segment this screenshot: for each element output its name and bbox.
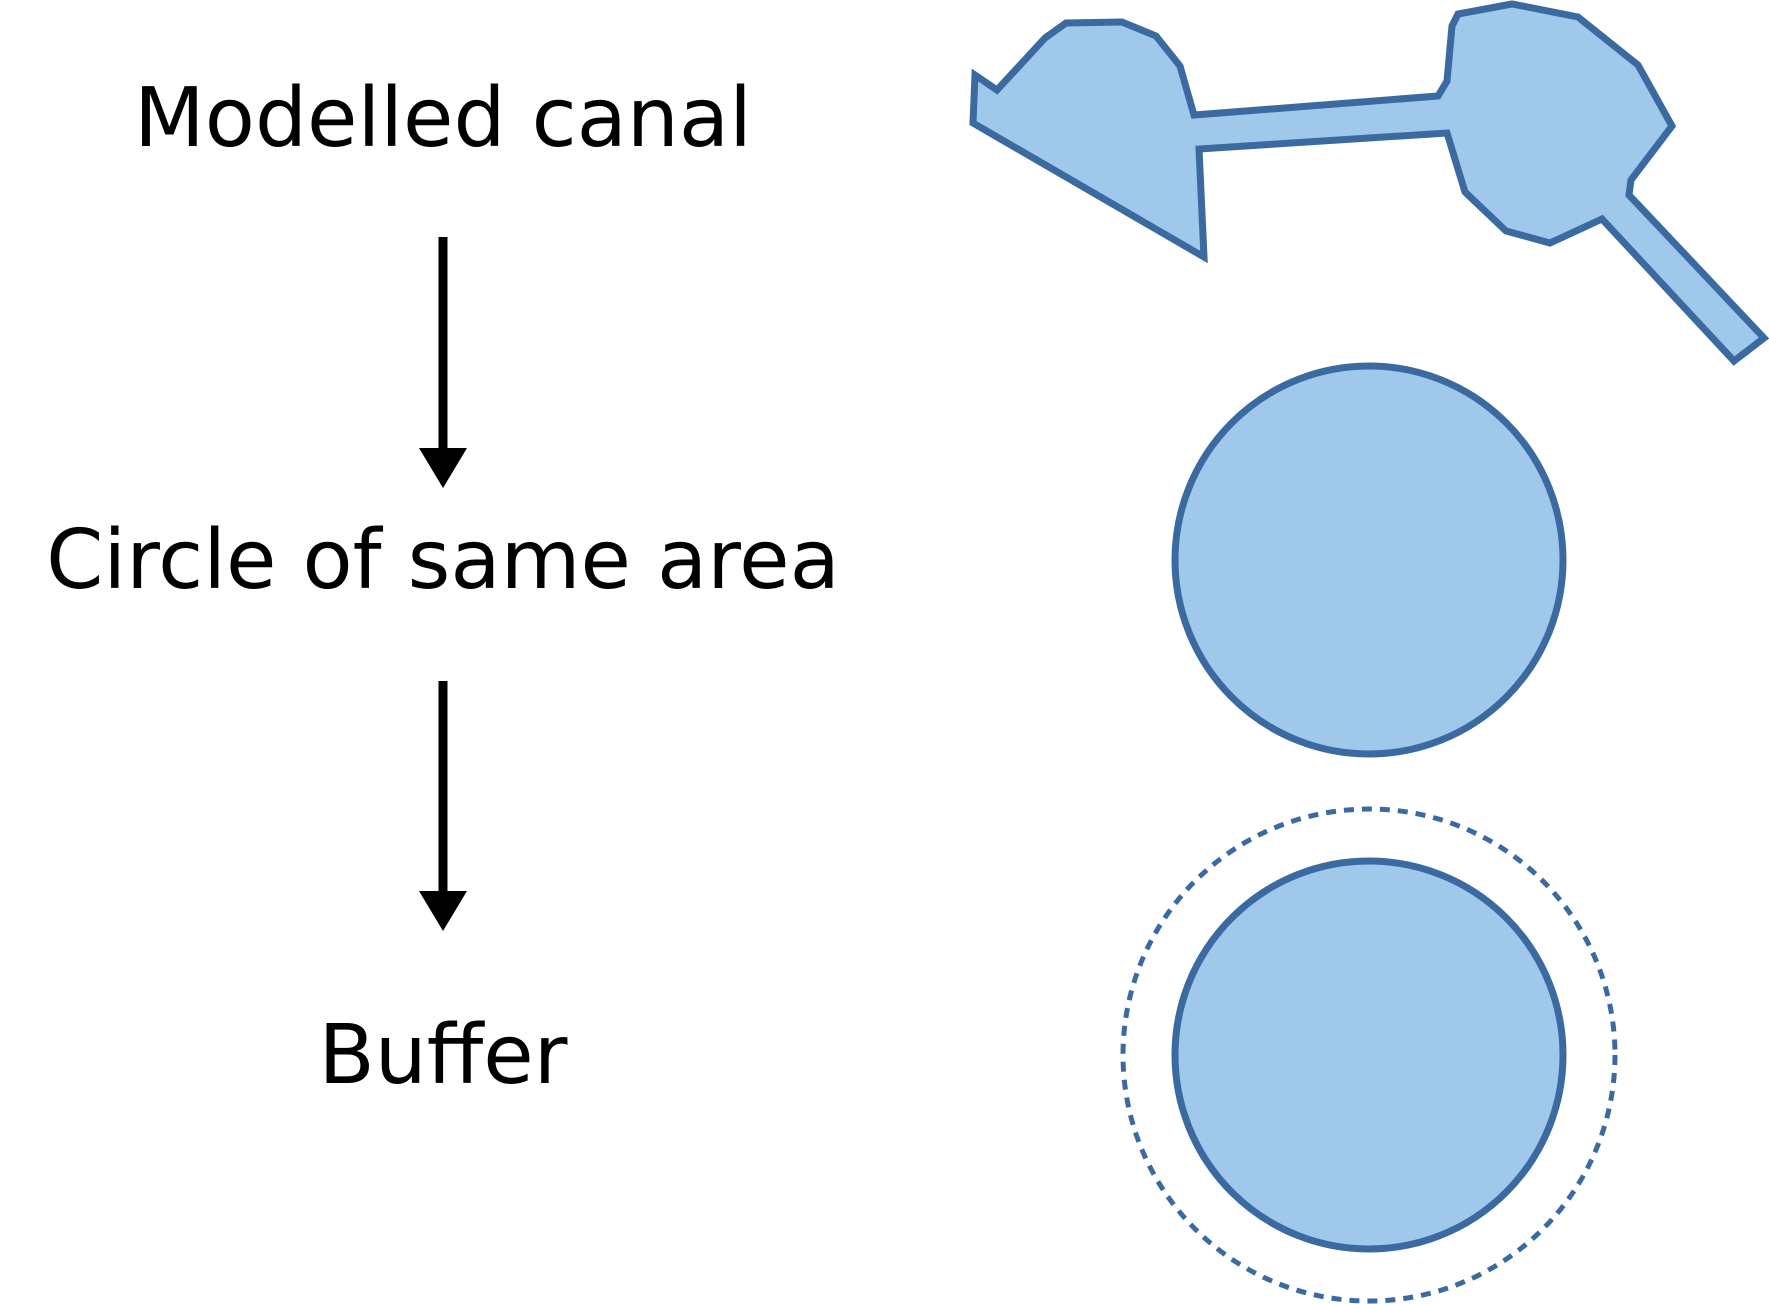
buffered-circle: [1171, 857, 1567, 1253]
buffer-outline-dashed: [1120, 806, 1618, 1304]
step-label-modelled-canal: Modelled canal: [134, 71, 752, 166]
modelled-canal-shape: [969, 0, 1769, 366]
equal-area-circle: [1171, 362, 1567, 758]
step-label-buffer: Buffer: [318, 1008, 568, 1103]
step-label-circle-of-same-area: Circle of same area: [46, 513, 840, 608]
down-arrow-2: [419, 681, 467, 931]
down-arrow-1: [419, 237, 467, 488]
